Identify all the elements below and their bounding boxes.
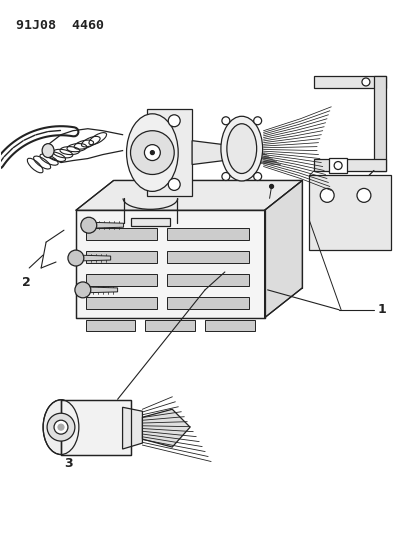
Circle shape bbox=[150, 151, 154, 155]
Circle shape bbox=[361, 78, 369, 86]
Ellipse shape bbox=[43, 400, 78, 455]
Text: 1: 1 bbox=[377, 303, 385, 316]
Polygon shape bbox=[76, 255, 110, 261]
Circle shape bbox=[253, 173, 261, 181]
Polygon shape bbox=[313, 76, 385, 88]
Circle shape bbox=[253, 117, 261, 125]
Circle shape bbox=[221, 173, 229, 181]
Circle shape bbox=[221, 117, 229, 125]
Polygon shape bbox=[76, 181, 301, 211]
Ellipse shape bbox=[221, 116, 262, 181]
Bar bbox=[85, 228, 157, 240]
Bar bbox=[85, 251, 157, 263]
Circle shape bbox=[320, 188, 333, 203]
Polygon shape bbox=[142, 409, 190, 447]
Polygon shape bbox=[192, 141, 236, 165]
Bar bbox=[61, 400, 130, 455]
Circle shape bbox=[144, 144, 160, 160]
Circle shape bbox=[47, 413, 75, 441]
Bar bbox=[85, 297, 157, 309]
Polygon shape bbox=[264, 181, 301, 318]
Text: 91J08  4460: 91J08 4460 bbox=[16, 19, 104, 33]
Ellipse shape bbox=[126, 114, 178, 191]
Polygon shape bbox=[122, 407, 142, 449]
Text: 3: 3 bbox=[64, 457, 73, 471]
Ellipse shape bbox=[42, 144, 54, 158]
Circle shape bbox=[269, 184, 273, 188]
Circle shape bbox=[75, 282, 90, 298]
Circle shape bbox=[68, 250, 83, 266]
Bar bbox=[167, 297, 248, 309]
Bar bbox=[85, 320, 135, 330]
Bar bbox=[328, 158, 346, 173]
Circle shape bbox=[168, 179, 180, 190]
Polygon shape bbox=[88, 222, 123, 228]
Bar bbox=[85, 274, 157, 286]
Polygon shape bbox=[313, 158, 385, 171]
Bar bbox=[167, 274, 248, 286]
Text: 2: 2 bbox=[22, 277, 31, 289]
Bar bbox=[61, 400, 130, 455]
Circle shape bbox=[168, 115, 180, 127]
Circle shape bbox=[356, 188, 370, 203]
Polygon shape bbox=[76, 211, 264, 318]
Bar bbox=[145, 320, 195, 330]
Ellipse shape bbox=[226, 124, 256, 173]
Circle shape bbox=[130, 131, 174, 174]
Polygon shape bbox=[147, 109, 192, 196]
Bar bbox=[167, 228, 248, 240]
Circle shape bbox=[81, 217, 97, 233]
Polygon shape bbox=[83, 287, 117, 293]
Polygon shape bbox=[373, 76, 385, 171]
Circle shape bbox=[54, 420, 68, 434]
Circle shape bbox=[333, 161, 341, 169]
Bar bbox=[204, 320, 254, 330]
Polygon shape bbox=[309, 175, 390, 250]
Circle shape bbox=[58, 424, 64, 430]
Bar bbox=[130, 218, 170, 226]
Bar bbox=[167, 251, 248, 263]
